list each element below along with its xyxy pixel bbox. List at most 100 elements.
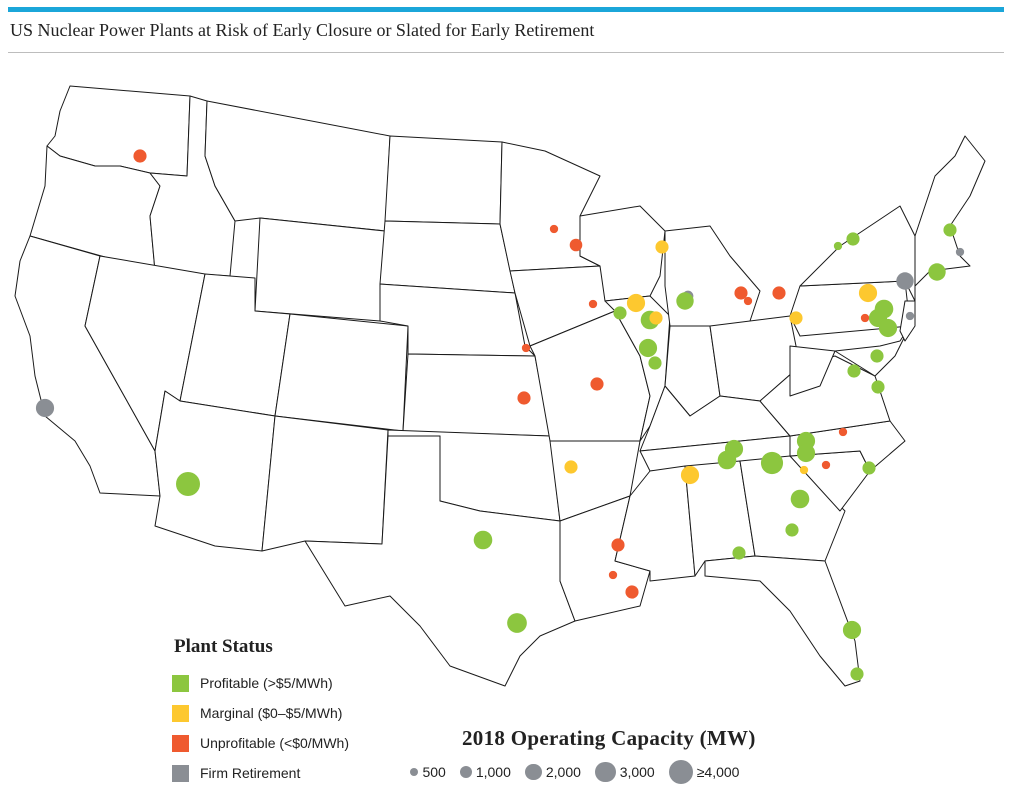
state-new-mexico bbox=[261, 415, 389, 552]
plant-marker-ia-unprofitable[interactable] bbox=[588, 299, 598, 309]
legend-item-profitable: Profitable (>$5/MWh) bbox=[172, 668, 432, 698]
plant-marker-tx-profitable[interactable] bbox=[473, 530, 493, 550]
capacity-dot bbox=[668, 760, 693, 784]
state-illinois bbox=[604, 295, 671, 442]
plant-marker-az-profitable[interactable] bbox=[176, 472, 200, 496]
plant-marker-la-unprofitable[interactable] bbox=[625, 585, 639, 599]
plant-marker-wa-unprofitable[interactable] bbox=[133, 149, 147, 163]
capacity-legend-item: 500 bbox=[410, 764, 446, 780]
legend-item-marginal: Marginal ($0–$5/MWh) bbox=[172, 698, 432, 728]
plant-marker-nc-profitable[interactable] bbox=[862, 461, 876, 475]
state-arizona bbox=[154, 390, 276, 552]
capacity-legend-item: 3,000 bbox=[594, 761, 655, 783]
us-map bbox=[14, 85, 986, 687]
plant-marker-ny-retirement[interactable] bbox=[896, 272, 914, 290]
plant-marker-ny-profitable[interactable] bbox=[833, 241, 843, 251]
plant-marker-tn-marginal[interactable] bbox=[680, 465, 700, 485]
state-colorado bbox=[274, 313, 409, 432]
state-new-jersey bbox=[899, 300, 916, 342]
plant-marker-fl-profitable[interactable] bbox=[850, 667, 864, 681]
plant-marker-pa-marginal[interactable] bbox=[858, 283, 878, 303]
plant-marker-md-profitable[interactable] bbox=[870, 349, 884, 363]
plant-marker-nj-profitable[interactable] bbox=[878, 318, 898, 338]
plant-marker-ga-profitable[interactable] bbox=[732, 546, 746, 560]
plant-marker-mn-unprofitable[interactable] bbox=[549, 224, 559, 234]
plant-marker-la-unprofitable[interactable] bbox=[611, 538, 625, 552]
plant-marker-va-profitable[interactable] bbox=[871, 380, 885, 394]
legend-label-profitable: Profitable (>$5/MWh) bbox=[200, 675, 333, 691]
state-florida bbox=[704, 555, 861, 687]
capacity-label: 2,000 bbox=[545, 764, 581, 780]
title-divider bbox=[8, 52, 1004, 53]
plant-marker-nc-unprofitable[interactable] bbox=[838, 427, 848, 437]
plant-marker-sc-profitable[interactable] bbox=[790, 489, 810, 509]
plant-marker-mi-unprofitable[interactable] bbox=[734, 286, 748, 300]
plant-marker-pa-marginal[interactable] bbox=[789, 311, 803, 325]
plant-marker-ar-marginal[interactable] bbox=[564, 460, 578, 474]
capacity-legend-title: 2018 Operating Capacity (MW) bbox=[462, 726, 756, 750]
capacity-legend: 500 1,000 2,000 3,000 ≥4,000 bbox=[410, 757, 753, 787]
legend-label-retirement: Firm Retirement bbox=[200, 765, 301, 781]
plant-marker-pa-unprofitable[interactable] bbox=[860, 313, 870, 323]
plant-marker-nc-profitable[interactable] bbox=[796, 443, 816, 463]
capacity-dot bbox=[594, 761, 616, 783]
plant-marker-pa-profitable[interactable] bbox=[874, 299, 894, 319]
plant-marker-oh-unprofitable[interactable] bbox=[743, 296, 753, 306]
state-north-dakota bbox=[384, 135, 503, 225]
plant-marker-al-profitable[interactable] bbox=[785, 523, 799, 537]
plant-marker-la-unprofitable[interactable] bbox=[608, 570, 618, 580]
plant-marker-fl-profitable[interactable] bbox=[842, 620, 862, 640]
legend-label-unprofitable: Unprofitable (<$0/MWh) bbox=[200, 735, 350, 751]
legend-item-unprofitable: Unprofitable (<$0/MWh) bbox=[172, 728, 432, 758]
capacity-legend-item: ≥4,000 bbox=[668, 760, 740, 784]
legend-label-marginal: Marginal ($0–$5/MWh) bbox=[200, 705, 343, 721]
plant-marker-ct-profitable[interactable] bbox=[928, 263, 946, 281]
state-montana bbox=[204, 100, 391, 232]
legend-swatch-profitable bbox=[172, 674, 189, 692]
plant-marker-mi-profitable[interactable] bbox=[676, 292, 694, 310]
legend-title: Plant Status bbox=[174, 636, 273, 657]
capacity-dot bbox=[524, 763, 542, 781]
plant-marker-oh-unprofitable[interactable] bbox=[772, 286, 786, 300]
plant-marker-il-marginal[interactable] bbox=[626, 293, 646, 313]
state-new-england bbox=[914, 135, 986, 287]
capacity-legend-item: 1,000 bbox=[459, 764, 511, 780]
legend-swatch-unprofitable bbox=[172, 734, 189, 752]
plant-marker-al-profitable[interactable] bbox=[760, 451, 784, 475]
plant-markers bbox=[35, 149, 965, 681]
plant-marker-il-profitable[interactable] bbox=[648, 356, 662, 370]
state-wyoming bbox=[254, 217, 386, 322]
plant-marker-nc-unprofitable[interactable] bbox=[821, 460, 831, 470]
plant-marker-tn-profitable[interactable] bbox=[717, 450, 737, 470]
capacity-dot bbox=[410, 767, 419, 777]
plant-marker-ne-unprofitable[interactable] bbox=[521, 343, 531, 353]
state-georgia bbox=[739, 455, 846, 562]
plant-marker-ma-retirement[interactable] bbox=[955, 247, 965, 257]
capacity-label: 500 bbox=[422, 764, 446, 780]
state-mississippi bbox=[614, 465, 696, 582]
plant-marker-mo-unprofitable[interactable] bbox=[590, 377, 604, 391]
state-west-virginia bbox=[789, 345, 836, 397]
capacity-dot bbox=[459, 766, 472, 778]
legend-swatch-marginal bbox=[172, 704, 189, 722]
plant-marker-ks-unprofitable[interactable] bbox=[517, 391, 531, 405]
state-south-dakota bbox=[379, 220, 516, 294]
plant-marker-wi-marginal[interactable] bbox=[655, 240, 669, 254]
plant-marker-il-marginal[interactable] bbox=[649, 311, 663, 325]
plant-marker-mn-unprofitable[interactable] bbox=[569, 238, 583, 252]
plant-marker-nj-retirement[interactable] bbox=[905, 311, 915, 321]
plant-marker-va-profitable[interactable] bbox=[847, 364, 861, 378]
capacity-legend-item: 2,000 bbox=[524, 763, 581, 781]
page-title: US Nuclear Power Plants at Risk of Early… bbox=[10, 20, 595, 40]
plant-marker-ny-profitable[interactable] bbox=[846, 232, 860, 246]
plant-marker-il-profitable[interactable] bbox=[638, 338, 658, 358]
plant-marker-nh-profitable[interactable] bbox=[943, 223, 957, 237]
plant-marker-ca-retirement[interactable] bbox=[35, 398, 55, 418]
plant-marker-il-profitable[interactable] bbox=[613, 306, 627, 320]
state-boundaries bbox=[14, 85, 986, 687]
plant-marker-tx-profitable[interactable] bbox=[507, 613, 527, 633]
top-accent-bar bbox=[8, 7, 1004, 12]
capacity-label: ≥4,000 bbox=[696, 764, 740, 780]
plant-marker-sc-marginal[interactable] bbox=[799, 465, 809, 475]
capacity-label: 1,000 bbox=[475, 764, 511, 780]
